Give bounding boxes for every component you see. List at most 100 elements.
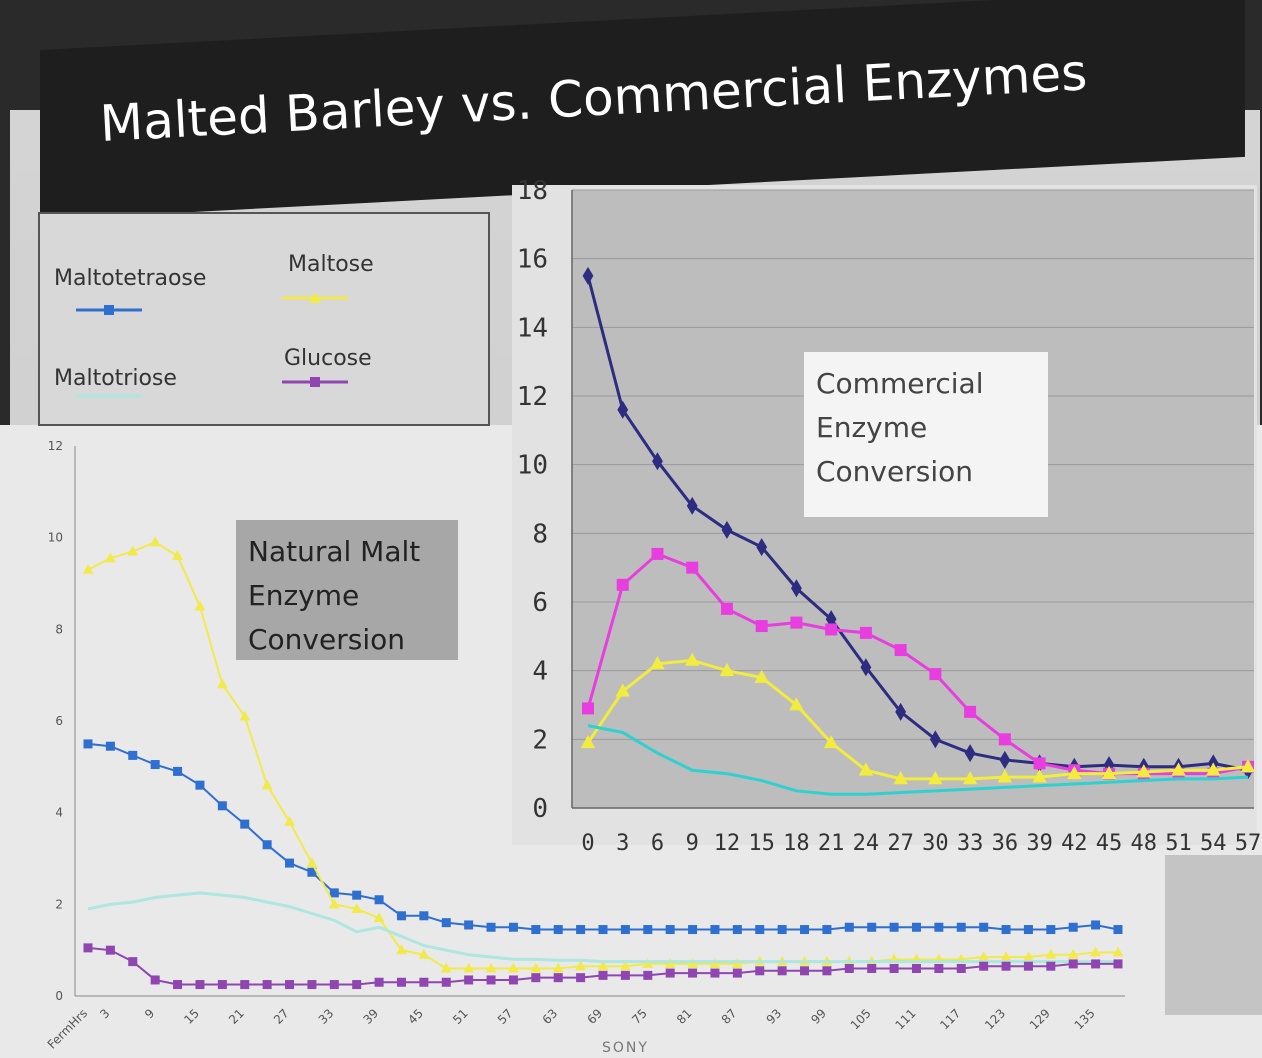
- left-point-maltotetraose: [822, 925, 832, 935]
- left-x-tick-label: 57: [495, 1006, 516, 1027]
- right-point-series-1: [686, 496, 698, 515]
- left-point-maltotetraose: [240, 819, 250, 829]
- left-point-maltotetraose: [217, 801, 227, 811]
- left-x-tick-label: 135: [1072, 1006, 1098, 1032]
- right-point-series-3: [719, 662, 735, 677]
- right-point-series-3: [650, 656, 665, 670]
- left-point-maltose: [373, 912, 385, 923]
- right-point-series-1: [791, 579, 802, 598]
- left-point-maltotetraose: [665, 925, 675, 935]
- left-point-maltose: [194, 600, 206, 611]
- legend-swatch-maltotetraose: [76, 305, 142, 315]
- left-point-maltotetraose: [374, 895, 384, 905]
- right-point-series-3: [580, 734, 596, 749]
- left-point-maltose: [127, 545, 139, 556]
- left-point-maltotetraose: [755, 925, 765, 935]
- right-y-tick-label: 8: [532, 519, 548, 549]
- left-point-maltose: [216, 678, 228, 689]
- right-point-series-2: [720, 602, 733, 615]
- left-x-tick-label: 69: [584, 1006, 605, 1027]
- legend: Maltotetraose Maltose Maltotriose Glucos…: [38, 212, 490, 426]
- right-point-series-3: [754, 669, 769, 683]
- left-point-glucose: [173, 980, 183, 990]
- left-point-glucose: [755, 966, 765, 976]
- right-point-series-3: [1171, 762, 1186, 776]
- left-point-glucose: [217, 980, 227, 990]
- right-point-series-1: [652, 452, 663, 471]
- left-point-glucose: [1091, 959, 1101, 969]
- natural-annotation-line-1: Natural Malt: [248, 535, 421, 568]
- legend-label-maltotriose: Maltotriose: [54, 366, 177, 391]
- left-x-tick-label: 63: [540, 1006, 561, 1027]
- right-point-series-2: [686, 561, 699, 574]
- left-x-tick-label: 9: [142, 1006, 157, 1021]
- left-x-tick-label: 33: [316, 1006, 337, 1027]
- left-point-maltose: [508, 962, 519, 973]
- left-point-maltotetraose: [889, 922, 899, 932]
- left-point-maltose: [440, 962, 452, 973]
- slide-corner-panel: [1165, 855, 1262, 1015]
- right-x-tick-label: 33: [957, 831, 984, 856]
- right-point-series-3: [823, 734, 839, 749]
- left-point-glucose: [822, 966, 832, 976]
- left-x-tick-label: 111: [893, 1006, 919, 1032]
- right-point-series-2: [616, 578, 629, 591]
- left-point-maltose: [351, 903, 363, 913]
- left-point-glucose: [374, 977, 384, 987]
- left-point-maltotetraose: [598, 925, 608, 935]
- left-point-maltotetraose: [777, 925, 787, 935]
- left-x-tick-label: 117: [937, 1006, 963, 1032]
- left-point-maltotetraose: [173, 766, 183, 776]
- left-point-maltose: [284, 815, 295, 826]
- right-point-series-2: [859, 626, 872, 639]
- left-point-glucose: [1046, 961, 1056, 971]
- left-point-maltotetraose: [1113, 925, 1123, 935]
- right-point-series-3: [1032, 769, 1047, 783]
- left-x-tick-label: FermHrs: [45, 1006, 90, 1051]
- left-point-glucose: [867, 964, 877, 973]
- legend-swatch-glucose: [282, 377, 348, 387]
- right-x-tick-label: 24: [853, 831, 880, 856]
- left-x-tick-label: 81: [674, 1006, 695, 1027]
- right-x-tick-label: 54: [1200, 831, 1227, 856]
- left-point-maltose: [396, 944, 407, 955]
- left-point-glucose: [262, 980, 272, 990]
- right-y-tick-label: 18: [517, 176, 548, 206]
- natural-annotation-line-2: Enzyme: [248, 579, 360, 612]
- left-point-glucose: [464, 975, 474, 985]
- right-point-series-3: [615, 683, 630, 697]
- left-point-maltose: [463, 962, 475, 973]
- left-y-tick-label: 4: [55, 806, 63, 820]
- right-point-series-1: [721, 520, 733, 539]
- left-point-maltose: [82, 563, 94, 574]
- left-point-maltotetraose: [867, 922, 877, 932]
- right-x-tick-label: 57: [1235, 831, 1262, 856]
- left-point-glucose: [576, 973, 586, 983]
- left-x-tick-label: 51: [450, 1006, 471, 1027]
- left-point-maltose: [485, 962, 497, 973]
- left-point-maltose: [978, 951, 990, 962]
- right-x-tick-label: 6: [651, 831, 664, 856]
- left-point-glucose: [620, 970, 630, 980]
- left-point-maltotetraose: [643, 925, 653, 935]
- left-point-maltotetraose: [934, 922, 944, 932]
- left-y-tick-label: 6: [55, 714, 63, 728]
- left-x-tick-label: 123: [982, 1006, 1008, 1032]
- right-x-tick-label: 15: [748, 831, 775, 856]
- right-y-tick-label: 16: [517, 245, 548, 275]
- commercial-enzyme-annotation: Commercial Enzyme Conversion: [804, 352, 1048, 517]
- left-point-glucose: [285, 980, 295, 990]
- left-point-glucose: [486, 975, 496, 985]
- left-point-maltotetraose: [83, 739, 93, 749]
- right-point-series-2: [651, 547, 664, 560]
- right-x-tick-label: 0: [581, 831, 594, 856]
- natural-annotation-line-3: Conversion: [248, 623, 405, 656]
- left-point-maltotetraose: [285, 858, 295, 868]
- right-point-series-3: [1101, 765, 1117, 780]
- right-point-series-1: [617, 400, 629, 419]
- right-x-tick-label: 30: [922, 831, 949, 856]
- left-point-maltose: [239, 710, 251, 721]
- left-point-glucose: [979, 961, 989, 971]
- left-point-glucose: [329, 980, 339, 990]
- right-point-series-1: [1103, 756, 1115, 775]
